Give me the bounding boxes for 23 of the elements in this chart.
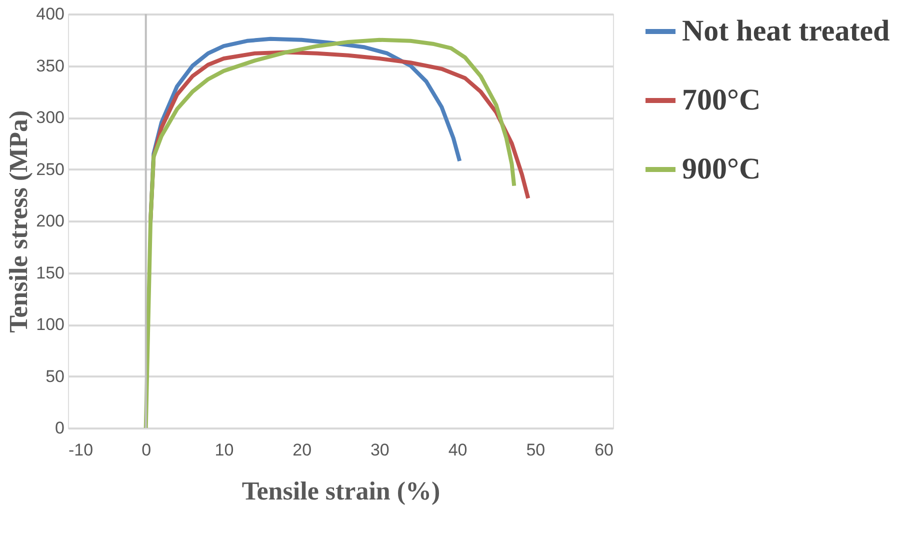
y-tick-label: 250 — [36, 160, 64, 179]
y-tick-label: 200 — [36, 212, 64, 230]
x-tick-label: 20 — [292, 440, 312, 460]
y-tick-label: 300 — [36, 108, 64, 127]
line-series — [144, 38, 516, 430]
legend-label: 700°C — [682, 84, 761, 116]
x-tick-label: 60 — [594, 440, 614, 460]
x-tick-label: 30 — [370, 440, 390, 460]
y-tick-label: 400 — [36, 4, 64, 24]
y-tick-label: 150 — [36, 263, 64, 282]
legend-label: 900°C — [682, 152, 761, 186]
x-tick-label: 50 — [526, 440, 546, 460]
x-tick-label: -10 — [68, 440, 94, 460]
y-tick-label: 50 — [46, 366, 64, 386]
x-axis-title: Tensile strain (%) — [242, 476, 440, 506]
y-tick-label: 350 — [36, 56, 64, 76]
x-tick-label: 40 — [448, 440, 468, 460]
x-tick-label: 0 — [142, 440, 152, 460]
y-tick-label: 100 — [36, 315, 64, 334]
x-tick-label: 10 — [214, 440, 234, 460]
y-tick-label: 0 — [55, 418, 64, 438]
y-axis-title: Tensile stress (MPa) — [4, 110, 34, 333]
legend-label: Not heat treated — [682, 14, 890, 48]
